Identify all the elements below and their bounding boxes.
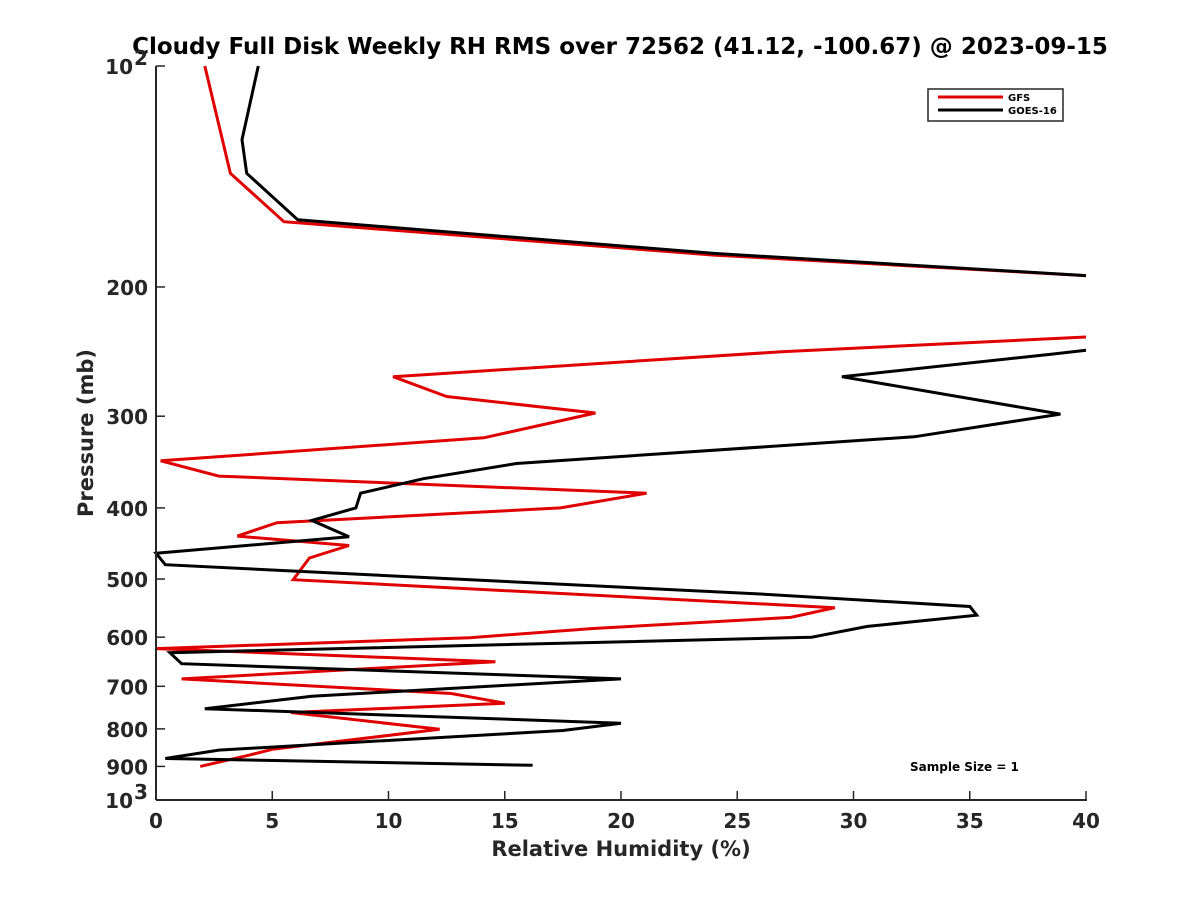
chart-title: Cloudy Full Disk Weekly RH RMS over 7256… — [132, 34, 1108, 60]
y-tick-label: 10 — [105, 789, 133, 813]
series-line-goes16-seg-0 — [240, 65, 1087, 278]
y-tick-label: 300 — [106, 405, 148, 429]
plot-area — [153, 65, 1087, 768]
y-tick-exponent: 2 — [134, 46, 148, 70]
y-tick-label: 700 — [106, 675, 148, 699]
legend-label-gfs: GFS — [1008, 93, 1030, 104]
x-axis-ticks: 0 5 10 15 20 25 30 35 40 — [149, 791, 1100, 833]
legend: GFS GOES-16 — [927, 88, 1064, 122]
x-tick-label: 20 — [607, 809, 635, 833]
legend-box — [927, 88, 1064, 122]
series-line-goes16-seg-1 — [153, 348, 1087, 767]
y-tick-label: 200 — [106, 276, 148, 300]
sample-size-annotation: Sample Size = 1 — [910, 760, 1019, 774]
y-tick-label: 900 — [106, 755, 148, 779]
y-tick-label: 500 — [106, 568, 148, 592]
x-axis-label: Relative Humidity (%) — [491, 837, 750, 861]
y-axis-label: Pressure (mb) — [74, 349, 98, 517]
y-tick-label: 10 — [105, 55, 133, 79]
y-tick-exponent: 3 — [134, 780, 148, 804]
x-tick-label: 0 — [149, 809, 163, 833]
x-tick-label: 5 — [265, 809, 279, 833]
x-tick-label: 30 — [840, 809, 868, 833]
y-tick-label: 800 — [106, 718, 148, 742]
legend-label-goes16: GOES-16 — [1008, 106, 1057, 117]
x-tick-label: 35 — [956, 809, 984, 833]
series-line-gfs-seg-1 — [155, 335, 1087, 768]
x-tick-label: 25 — [723, 809, 751, 833]
x-tick-label: 40 — [1072, 809, 1100, 833]
y-tick-label: 600 — [106, 626, 148, 650]
y-tick-label: 400 — [106, 497, 148, 521]
x-tick-label: 10 — [375, 809, 403, 833]
x-tick-label: 15 — [491, 809, 519, 833]
